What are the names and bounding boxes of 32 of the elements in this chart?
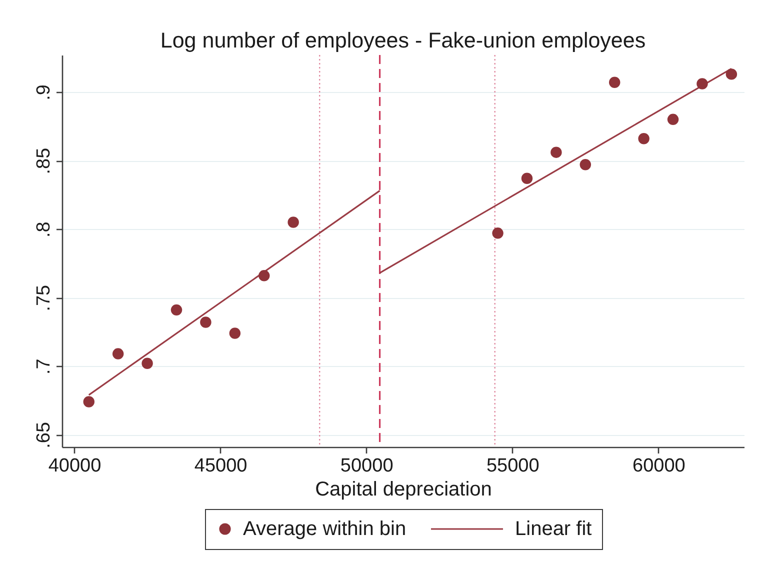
y-tick-label: .75 xyxy=(34,284,54,312)
y-tick-label: .65 xyxy=(34,422,54,448)
legend-label: Linear fit xyxy=(515,518,592,540)
point xyxy=(288,216,299,228)
y-tick-label: .85 xyxy=(34,148,54,174)
point xyxy=(638,132,650,144)
point xyxy=(170,304,182,316)
x-tick-label: 60000 xyxy=(632,456,686,476)
point xyxy=(492,228,504,239)
point xyxy=(258,270,270,282)
y-tick-label: .7 xyxy=(34,358,54,375)
x-tick-label: 50000 xyxy=(340,456,394,476)
point xyxy=(112,348,124,360)
x-tick-label: 40000 xyxy=(48,456,102,476)
point xyxy=(580,159,592,170)
y-tick-label: .8 xyxy=(34,222,54,238)
point xyxy=(726,68,738,80)
x-tick-label: 45000 xyxy=(194,456,248,476)
point xyxy=(229,328,241,339)
x-tick-label: 55000 xyxy=(486,456,540,476)
point xyxy=(200,316,212,328)
point xyxy=(521,172,533,184)
y-tick-label: .9 xyxy=(34,84,54,100)
point xyxy=(142,358,153,370)
x-axis-title: Capital depreciation xyxy=(315,478,492,500)
point xyxy=(550,146,562,158)
point xyxy=(83,396,94,408)
legend-label: Average within bin xyxy=(243,518,406,540)
point xyxy=(667,114,679,126)
point xyxy=(696,78,708,90)
chart-title: Log number of employees - Fake-union employees xyxy=(160,28,646,53)
point xyxy=(608,76,620,88)
